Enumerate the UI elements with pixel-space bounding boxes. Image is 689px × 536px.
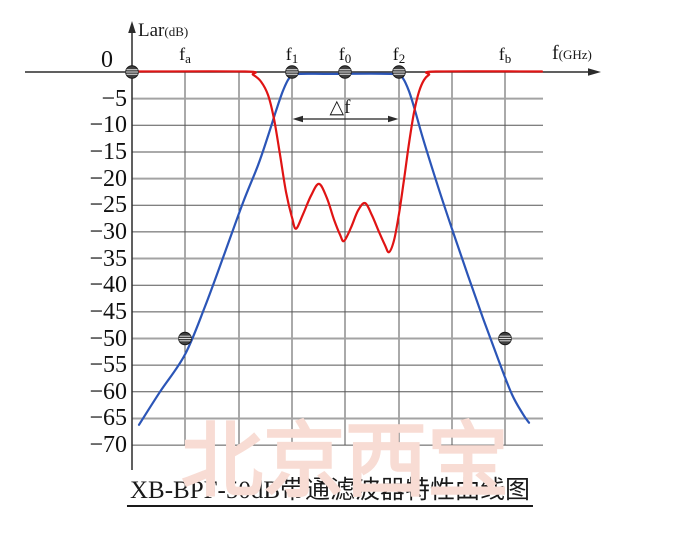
delta-f-left-arrowhead bbox=[292, 115, 303, 123]
x-frequency-label: f2 bbox=[392, 44, 406, 66]
y-tick-label: −30 bbox=[89, 218, 127, 245]
y-axis-title: Lar(dB) bbox=[138, 20, 188, 42]
y-tick-label: −55 bbox=[89, 352, 127, 379]
x-axis-title-text: f bbox=[552, 42, 559, 64]
y-tick-label: −5 bbox=[101, 85, 127, 112]
red-response-curve bbox=[130, 70, 544, 254]
y-tick-label: −50 bbox=[89, 325, 127, 352]
y-tick-label: −65 bbox=[89, 405, 127, 432]
y-axis-title-text: Lar bbox=[138, 20, 165, 41]
y-tick-label: −35 bbox=[89, 245, 127, 272]
y-tick-label: −10 bbox=[89, 112, 127, 139]
x-frequency-label: fa bbox=[179, 44, 191, 66]
x-axis-arrowhead bbox=[588, 68, 601, 76]
y-tick-label: −70 bbox=[89, 432, 127, 459]
x-frequency-label: f0 bbox=[338, 44, 352, 66]
y-tick-label: −45 bbox=[89, 298, 127, 325]
x-axis-unit: (GHz) bbox=[558, 47, 592, 62]
y-tick-label: −15 bbox=[89, 138, 127, 165]
y-tick-label: −20 bbox=[89, 165, 127, 192]
delta-f-right-arrowhead bbox=[388, 115, 399, 123]
x-axis-title: f(GHz) bbox=[552, 42, 592, 65]
y-axis-unit: (dB) bbox=[164, 24, 189, 39]
y-axis-arrowhead bbox=[128, 21, 136, 33]
blue-attenuation-curve bbox=[137, 72, 531, 426]
y-tick-label: −60 bbox=[89, 378, 127, 405]
delta-f-label: △f bbox=[329, 97, 351, 118]
x-frequency-label: fb bbox=[498, 44, 512, 66]
y-tick-label: −25 bbox=[89, 192, 127, 219]
x-frequency-label: f1 bbox=[285, 44, 299, 66]
y-tick-label: 0 bbox=[101, 47, 113, 73]
y-tick-label: −40 bbox=[89, 272, 127, 299]
chart-title: XB-BPF-50dB带通滤波器特性曲线图 bbox=[126, 477, 534, 507]
